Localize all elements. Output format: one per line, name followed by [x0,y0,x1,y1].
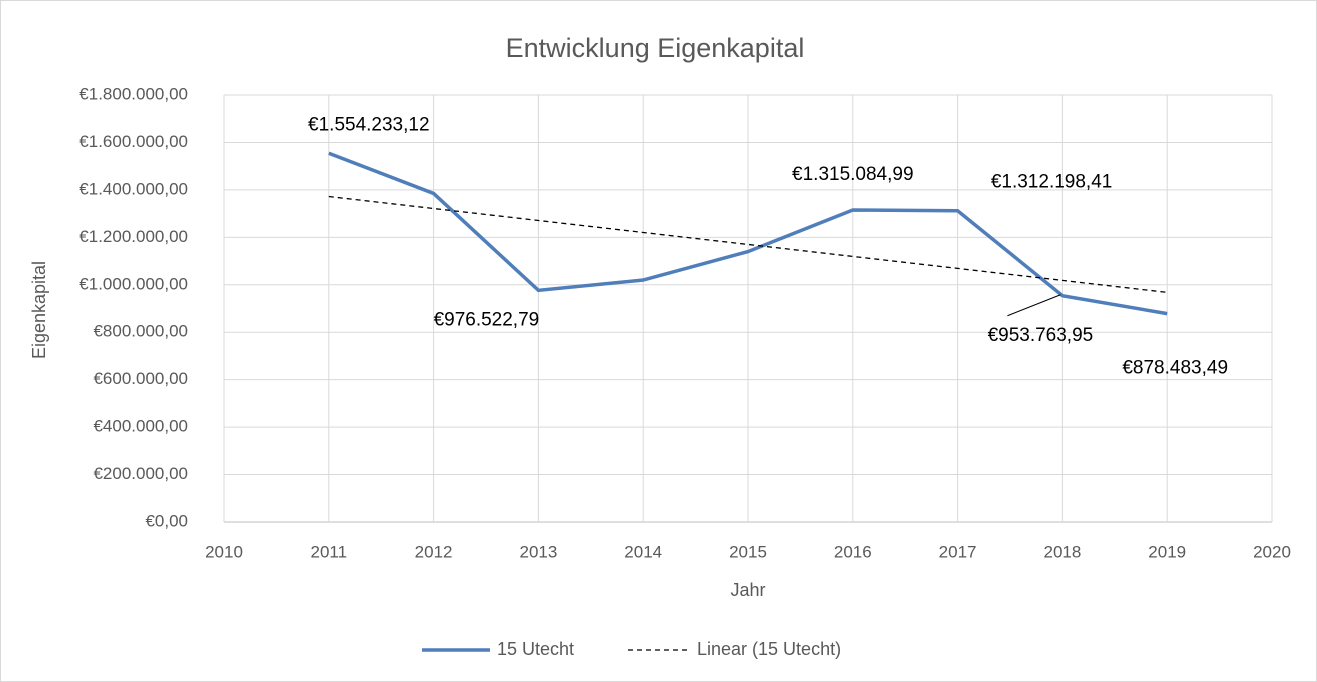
y-axis-label: Eigenkapital [29,261,49,359]
data-label: €1.315.084,99 [792,164,914,185]
x-tick-label: 2012 [415,542,453,561]
y-tick-label: €1.600.000,00 [79,132,188,151]
x-tick-label: 2019 [1148,542,1186,561]
data-label: €1.554.233,12 [308,114,430,135]
legend-label: 15 Utecht [497,639,574,659]
y-tick-label: €1.000.000,00 [79,274,188,293]
x-tick-label: 2018 [1043,542,1081,561]
x-tick-label: 2014 [624,542,662,561]
y-tick-label: €600.000,00 [93,369,188,388]
chart-title: Entwicklung Eigenkapital [506,33,805,63]
x-tick-label: 2017 [939,542,977,561]
legend-label: Linear (15 Utecht) [697,639,841,659]
y-tick-label: €1.800.000,00 [79,84,188,103]
data-label: €1.312.198,41 [991,172,1113,193]
series-line [328,151,1168,316]
x-axis-label: Jahr [730,580,765,600]
x-tick-label: 2011 [311,542,348,561]
y-tick-label: €800.000,00 [93,322,188,341]
x-tick-label: 2013 [519,542,557,561]
data-label: €878.483,49 [1122,358,1228,379]
y-tick-label: €1.400.000,00 [79,179,188,198]
x-tick-label: 2010 [205,542,243,561]
trend-line [328,195,1168,294]
y-tick-label: €200.000,00 [93,464,188,483]
y-tick-label: €1.200.000,00 [79,227,188,246]
y-tick-label: €0,00 [145,511,188,530]
data-label: €976.522,79 [434,309,540,330]
leader-line [1007,294,1061,317]
data-label: €953.763,95 [988,325,1094,346]
x-tick-label: 2020 [1253,542,1291,561]
x-tick-label: 2015 [729,542,767,561]
x-tick-label: 2016 [834,542,872,561]
y-tick-label: €400.000,00 [93,417,188,436]
